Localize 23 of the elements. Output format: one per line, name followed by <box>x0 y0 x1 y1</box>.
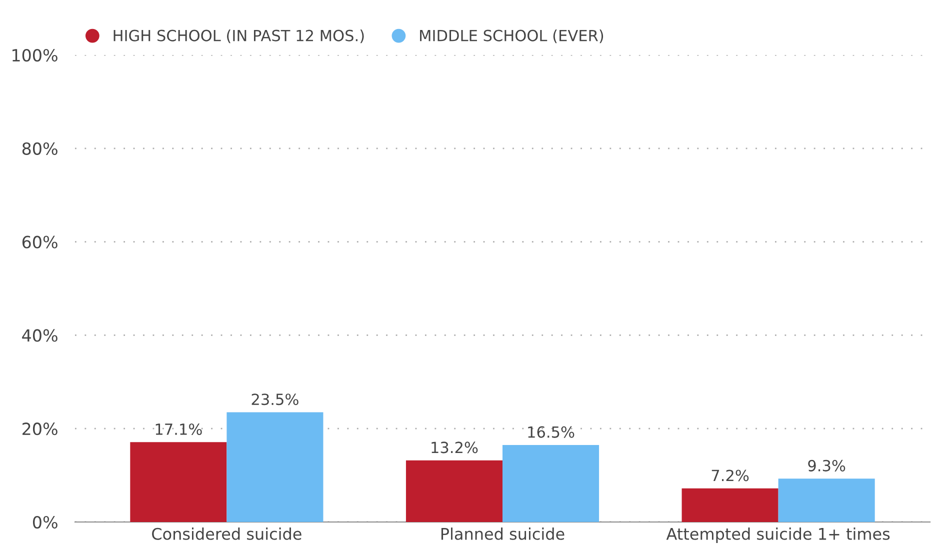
legend-label: MIDDLE SCHOOL (EVER) <box>420 30 604 44</box>
y-tick-label: 40% <box>22 329 58 342</box>
y-tick-label: 80% <box>22 142 58 155</box>
y-tick-label: 60% <box>22 236 58 248</box>
bar <box>502 444 600 522</box>
x-tick-label: Considered suicide <box>152 528 302 540</box>
data-label: 7.2% <box>712 470 749 482</box>
bar <box>130 442 227 522</box>
legend-label: HIGH SCHOOL (IN PAST 12 MOS.) <box>114 30 364 44</box>
data-label: 16.5% <box>528 426 574 438</box>
data-label: 23.5% <box>252 394 298 406</box>
bar <box>226 412 324 522</box>
y-tick-label: 0% <box>32 516 58 529</box>
data-label: 9.3% <box>808 460 846 472</box>
bar <box>682 488 778 522</box>
bar <box>406 460 502 522</box>
bar <box>778 478 875 522</box>
data-label: 13.2% <box>432 442 478 454</box>
data-label: 17.1% <box>156 423 202 436</box>
y-tick-label: 20% <box>22 422 58 436</box>
y-tick-label: 100% <box>12 48 58 62</box>
x-tick-label: Attempted suicide 1+ times <box>666 528 890 544</box>
x-tick-label: Planned suicide <box>441 528 564 540</box>
